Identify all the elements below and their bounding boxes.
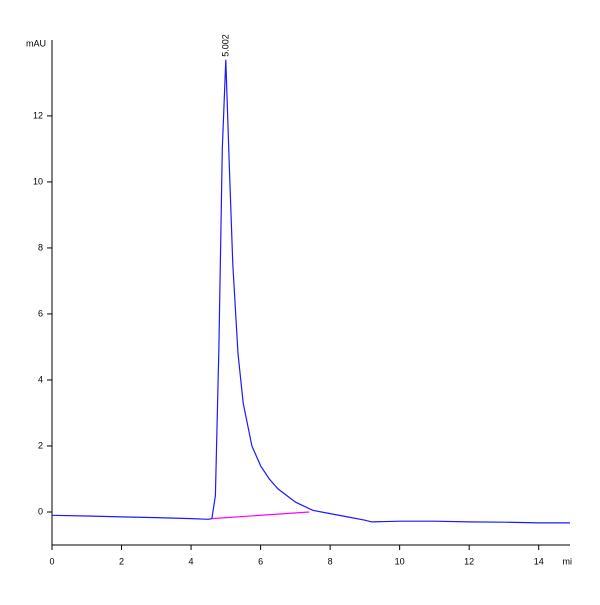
y-tick-label: 10 — [33, 176, 43, 186]
y-tick-label: 8 — [38, 242, 43, 252]
x-tick-label: 12 — [464, 556, 474, 566]
y-tick-label: 6 — [38, 308, 43, 318]
x-tick-label: 8 — [328, 556, 333, 566]
x-tick-label: 6 — [258, 556, 263, 566]
y-tick-label: 12 — [33, 110, 43, 120]
x-tick-label: 10 — [395, 556, 405, 566]
trace — [51, 59, 570, 524]
y-tick-label: 4 — [38, 374, 43, 384]
y-axis-label: mAU — [26, 38, 46, 48]
x-tick-label: 2 — [119, 556, 124, 566]
x-tick-label: 4 — [189, 556, 194, 566]
peak-label: 5.002 — [220, 34, 230, 57]
x-tick-label: 0 — [49, 556, 54, 566]
trace — [211, 511, 310, 520]
y-tick-label: 0 — [38, 506, 43, 516]
x-tick-label: 14 — [534, 556, 544, 566]
x-axis-label: mi — [563, 556, 573, 566]
y-tick-label: 2 — [38, 440, 43, 450]
